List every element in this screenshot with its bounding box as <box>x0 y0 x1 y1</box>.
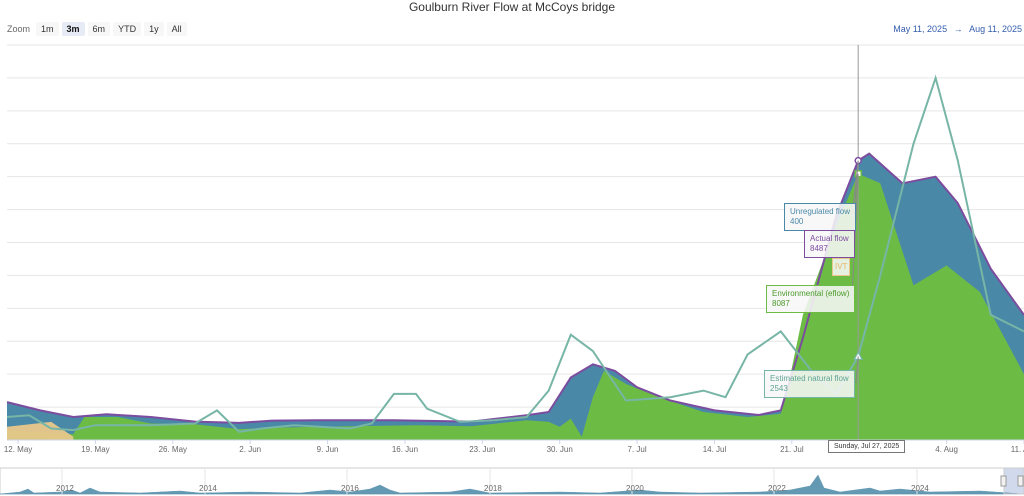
connector-environmental <box>851 173 859 298</box>
zoom-button-ytd[interactable]: YTD <box>113 22 142 36</box>
range-to-input[interactable]: Aug 11, 2025 <box>969 24 1022 34</box>
x-tick-label: 11. Aug <box>1011 445 1024 454</box>
tooltip-environmental-name: Environmental (eflow) <box>772 289 850 298</box>
range-arrow: → <box>953 24 963 34</box>
crosshair-date-label: Sunday, Jul 27, 2025 <box>828 440 906 453</box>
x-tick-label: 7. Jul <box>628 445 647 454</box>
zoom-label: Zoom <box>7 24 31 34</box>
date-range: May 11, 2025 → Aug 11, 2025 <box>891 24 1024 34</box>
tooltip-natural-name: Estimated natural flow <box>770 374 849 383</box>
tooltip-actual-value: 8487 <box>810 244 828 253</box>
navigator-tick-label: 2016 <box>341 484 359 493</box>
zoom-button-all[interactable]: All <box>166 22 187 36</box>
x-tick-label: 30. Jun <box>547 445 573 454</box>
navigator-tick-label: 2024 <box>911 484 929 493</box>
range-from-input[interactable]: May 11, 2025 <box>893 24 948 34</box>
connector-natural <box>855 356 859 384</box>
tooltip-unregulated-name: Unregulated flow <box>790 207 851 216</box>
zoom-button-3m[interactable]: 3m <box>61 22 85 36</box>
navigator-frame <box>0 467 1024 495</box>
tooltip-actual: Actual flow 8487 <box>804 230 855 258</box>
navigator-tick-label: 2022 <box>768 484 786 493</box>
x-tick-label: 12. May <box>4 445 32 454</box>
tooltip-actual-name: Actual flow <box>810 234 849 243</box>
zoom-button-1y[interactable]: 1y <box>144 22 164 36</box>
tooltip-ivt-name: IVT <box>835 262 848 271</box>
series-ivt-area <box>7 421 74 440</box>
tooltip-natural-value: 2543 <box>770 384 788 393</box>
x-tick-label: 14. Jul <box>703 445 727 454</box>
x-tick-label: 23. Jun <box>469 445 495 454</box>
tooltip-ivt: IVT <box>832 258 851 276</box>
x-tick-label: 9. Jun <box>317 445 339 454</box>
navigator-handle-left <box>1000 475 1007 487</box>
tooltip-unregulated-value: 400 <box>790 217 804 226</box>
navigator-series <box>0 474 1024 495</box>
chart-title: Goulburn River Flow at McCoys bridge <box>408 0 616 14</box>
x-tick-label: 21. Jul <box>780 445 804 454</box>
zoom-button-6m[interactable]: 6m <box>87 22 111 36</box>
navigator-tick-label: 2014 <box>199 484 217 493</box>
tooltip-environmental: Environmental (eflow) 8087 <box>766 285 856 313</box>
x-tick-label: 19. May <box>81 445 109 454</box>
zoom-bar: Zoom 1m 3m 6m YTD 1y All <box>7 22 190 36</box>
x-tick-label: 4. Aug <box>935 445 958 454</box>
tooltip-environmental-value: 8087 <box>772 299 790 308</box>
navigator-tick-label: 2012 <box>56 484 74 493</box>
x-tick-label: 2. Jun <box>239 445 261 454</box>
tooltip-unregulated: Unregulated flow 400 <box>784 203 857 231</box>
x-tick-label: 16. Jun <box>392 445 418 454</box>
navigator-handle-right <box>1017 475 1024 487</box>
navigator-tick-label: 2020 <box>626 484 644 493</box>
tooltip-natural: Estimated natural flow 2543 <box>764 370 855 398</box>
navigator-tick-label: 2018 <box>484 484 502 493</box>
x-tick-label: 26. May <box>159 445 187 454</box>
zoom-button-1m[interactable]: 1m <box>36 22 59 36</box>
